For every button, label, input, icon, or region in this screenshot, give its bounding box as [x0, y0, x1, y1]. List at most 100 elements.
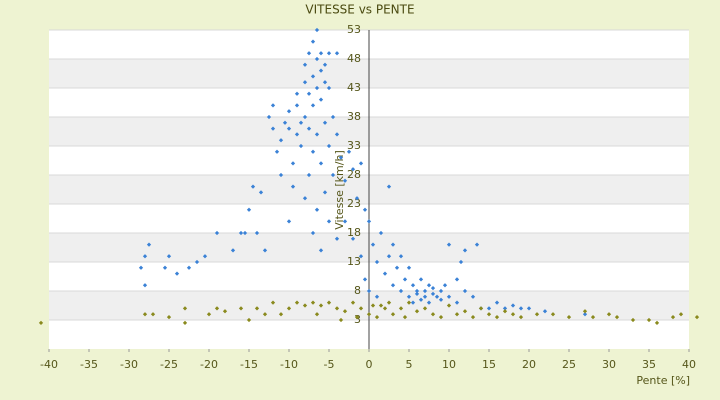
point	[446, 242, 452, 247]
point	[630, 317, 636, 323]
point	[486, 312, 492, 317]
point	[366, 219, 372, 224]
point	[358, 254, 364, 259]
point	[614, 314, 620, 320]
point	[406, 294, 412, 299]
x-tick-label: 40	[682, 358, 696, 371]
point	[462, 309, 468, 314]
x-tick-label: -40	[40, 358, 58, 371]
y-tick-label: 38	[347, 110, 361, 123]
point	[314, 207, 320, 212]
point	[182, 306, 188, 311]
y-tick-label: 13	[347, 255, 361, 268]
point	[162, 265, 168, 270]
point	[326, 143, 332, 149]
x-tick-label: 10	[442, 358, 456, 371]
point	[374, 259, 380, 265]
point	[386, 254, 392, 259]
point	[382, 306, 388, 311]
point	[290, 161, 296, 166]
point	[494, 300, 500, 305]
point	[390, 312, 396, 317]
point	[142, 254, 148, 259]
point	[430, 312, 436, 317]
x-axis-title: Pente [%]	[636, 374, 690, 387]
x-tick-label: 5	[406, 358, 413, 371]
point	[310, 230, 316, 236]
plot-area	[48, 29, 690, 352]
point	[290, 184, 296, 189]
point	[278, 312, 284, 317]
point	[582, 309, 588, 314]
point	[502, 309, 508, 314]
point	[406, 265, 412, 270]
point	[142, 283, 148, 288]
y-tick-label: 3	[354, 313, 361, 326]
point	[362, 207, 368, 212]
y-tick-label: 33	[347, 139, 361, 152]
x-tick-label: -10	[280, 358, 298, 371]
point	[438, 288, 444, 294]
point	[342, 219, 348, 224]
point	[398, 306, 404, 311]
point	[350, 167, 356, 172]
point	[342, 309, 348, 314]
point	[398, 288, 404, 294]
point	[278, 138, 284, 143]
point	[214, 230, 220, 236]
point	[278, 172, 284, 178]
point	[414, 309, 420, 314]
point	[550, 312, 556, 317]
x-tick-label: -35	[80, 358, 98, 371]
point	[238, 306, 244, 311]
point	[474, 242, 480, 247]
point	[542, 309, 548, 314]
point	[394, 265, 400, 270]
point	[566, 314, 572, 320]
point	[646, 317, 652, 323]
point	[166, 254, 172, 259]
point	[254, 306, 260, 311]
point	[654, 320, 660, 326]
point	[310, 300, 316, 305]
point	[442, 283, 448, 288]
point	[470, 294, 476, 299]
point	[434, 294, 440, 299]
point	[306, 172, 312, 178]
point	[462, 288, 468, 294]
x-tick-label: 20	[522, 358, 536, 371]
point	[386, 184, 392, 189]
point	[310, 149, 316, 154]
point	[454, 312, 460, 317]
point	[390, 242, 396, 247]
point	[330, 172, 336, 178]
point	[454, 277, 460, 282]
point	[438, 297, 444, 302]
point	[510, 303, 516, 308]
point	[694, 314, 700, 320]
point	[206, 312, 212, 317]
x-tick-label: 15	[482, 358, 496, 371]
point	[414, 291, 420, 297]
point	[338, 317, 344, 323]
point	[230, 248, 236, 253]
point	[294, 132, 300, 137]
point	[370, 303, 376, 308]
point	[386, 300, 392, 305]
y-tick-label: 53	[347, 23, 361, 36]
point	[366, 288, 372, 294]
point	[606, 312, 612, 317]
x-tick-label: 30	[602, 358, 616, 371]
point	[390, 283, 396, 288]
point	[186, 265, 192, 270]
x-tick-label: 0	[366, 358, 373, 371]
chart-title: VITESSE vs PENTE	[305, 3, 414, 17]
point	[374, 314, 380, 320]
point	[326, 300, 332, 305]
y-tick-label: 8	[354, 284, 361, 297]
point	[246, 317, 252, 323]
point	[270, 300, 276, 305]
point	[518, 314, 524, 320]
point	[378, 230, 384, 236]
